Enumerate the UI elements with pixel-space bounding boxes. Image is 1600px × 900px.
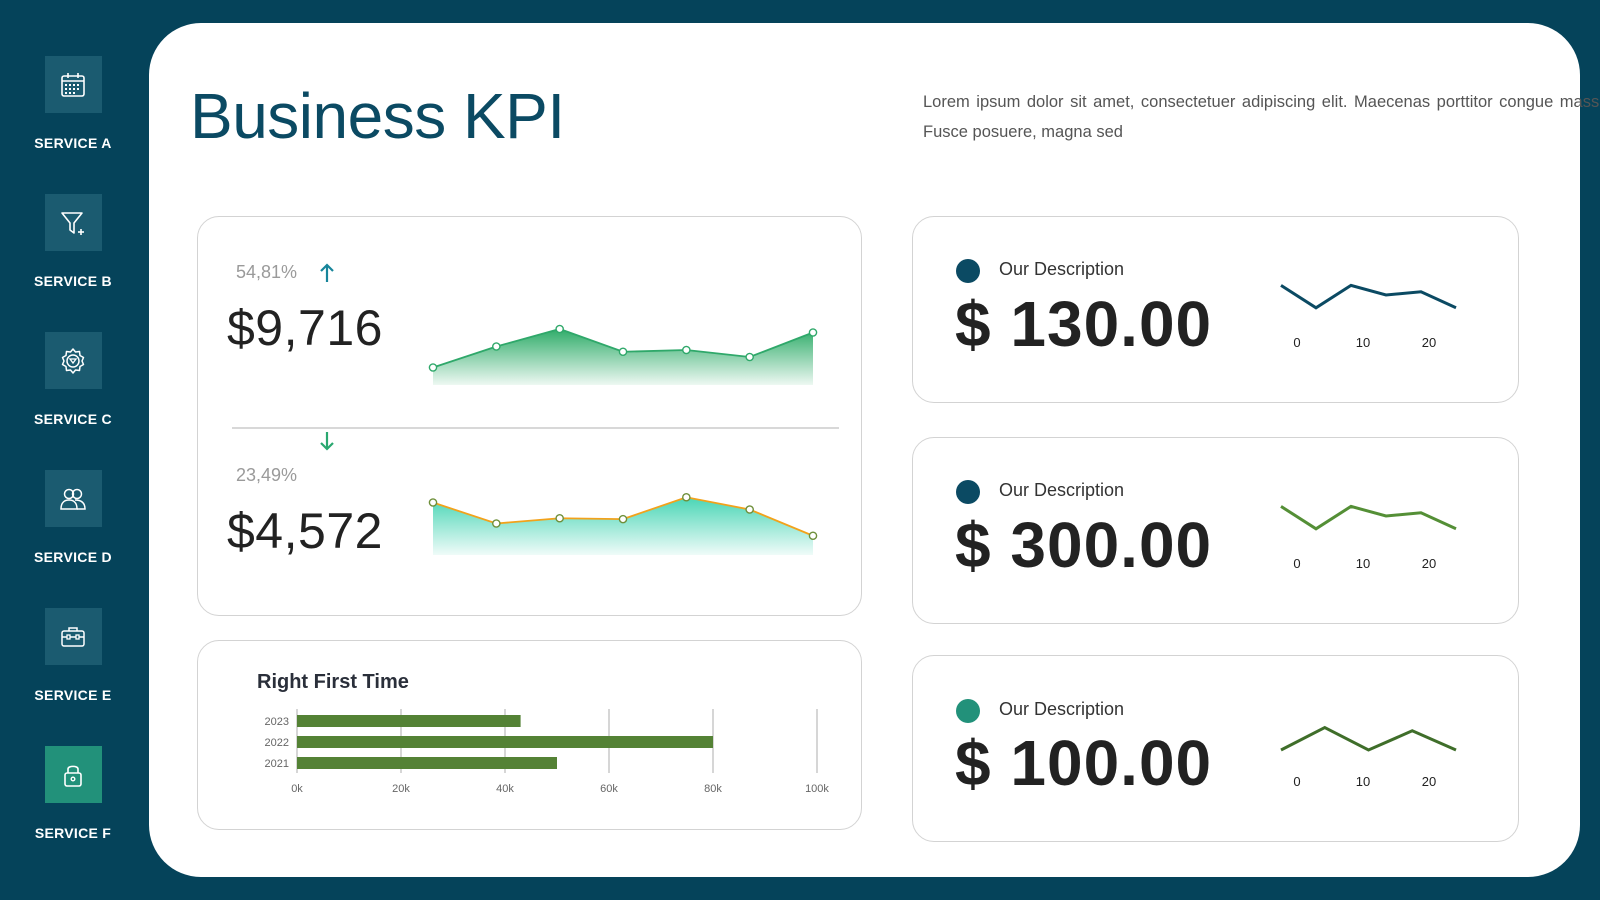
briefcase-icon: [44, 608, 102, 665]
tick-label: 10: [1356, 335, 1370, 350]
data-point: [492, 519, 501, 528]
kpi-card-3: Our Description $ 100.00 0 10 20: [912, 655, 1519, 842]
data-point: [682, 345, 691, 355]
data-point: [682, 492, 691, 502]
tick-label: 10: [1356, 774, 1370, 789]
metrics-card: 54,81% $9,716 23,49% $4,572: [197, 216, 862, 616]
funnel-icon: [44, 194, 102, 251]
sparkline-3: 0 10 20: [1280, 725, 1457, 789]
tick-label: 100k: [805, 783, 829, 795]
data-point: [555, 324, 564, 334]
divider: [232, 427, 839, 429]
kpi-value: $ 100.00: [955, 727, 1213, 799]
service-label: SERVICE B: [34, 273, 112, 289]
metric-value: $9,716: [227, 300, 383, 356]
service-f[interactable]: SERVICE F: [0, 746, 146, 841]
data-point: [808, 328, 818, 337]
tick-label: 10: [1356, 556, 1370, 571]
metric-percent: 54,81%: [236, 262, 298, 282]
sparkline-1: 0 10 20: [1280, 283, 1457, 350]
sparkline: [1280, 725, 1457, 752]
tick-label: 0: [1293, 335, 1300, 350]
service-c[interactable]: SERVICE C: [0, 332, 146, 427]
service-label: SERVICE C: [34, 411, 112, 427]
service-label: SERVICE D: [34, 549, 112, 565]
lock-icon: [44, 746, 102, 803]
sparkline: [1280, 283, 1457, 310]
metric-value: $4,572: [227, 503, 383, 559]
category-label: 2022: [265, 737, 289, 749]
calendar-icon: [44, 56, 102, 113]
metric-percent: 23,49%: [236, 465, 298, 485]
bar: [297, 757, 557, 769]
service-b[interactable]: SERVICE B: [0, 194, 146, 289]
tick-label: 20k: [392, 783, 410, 795]
kpi-description: Our Description: [999, 259, 1125, 279]
sparkline-2: 0 10 20: [1280, 504, 1457, 571]
tick-label: 60k: [600, 783, 618, 795]
data-point: [428, 498, 438, 507]
area-fill: [433, 497, 813, 555]
arrow-up-icon: [320, 263, 334, 282]
kpi-card-2: Our Description $ 300.00 0 10 20: [912, 437, 1519, 624]
gear-icon: [44, 332, 102, 389]
area-chart-1: [428, 324, 818, 385]
kpi-value: $ 130.00: [955, 288, 1213, 360]
service-label: SERVICE E: [34, 687, 112, 703]
users-icon: [44, 470, 102, 527]
data-point: [618, 514, 628, 524]
service-d[interactable]: SERVICE D: [0, 470, 146, 565]
tick-label: 20: [1422, 774, 1436, 789]
kpi-card-1: Our Description $ 130.00 0 10 20: [912, 216, 1519, 403]
bar-chart-card: Right First Time 0k 20k 40k 60k 80k 100k 2023 2…: [197, 640, 862, 830]
kpi-value: $ 300.00: [955, 509, 1213, 581]
sparkline: [1280, 504, 1457, 531]
kpi-dot: [956, 259, 980, 283]
arrow-down-icon: [320, 432, 334, 451]
service-e[interactable]: SERVICE E: [0, 608, 146, 703]
bar: [297, 715, 521, 727]
header-description: Lorem ipsum dolor sit amet, consectetuer…: [923, 93, 1600, 141]
category-label: 2021: [265, 758, 289, 770]
tick-label: 20: [1422, 335, 1436, 350]
service-label: SERVICE F: [34, 825, 112, 841]
page-title: Business KPI: [190, 80, 565, 152]
data-point: [745, 352, 754, 362]
category-label: 2023: [265, 716, 289, 728]
area-chart-2: [428, 492, 818, 555]
kpi-description: Our Description: [999, 699, 1125, 719]
data-point: [745, 505, 754, 514]
tick-label: 0: [1293, 774, 1300, 789]
sidebar: SERVICE A SERVICE B SERVICE C SERVICE D …: [0, 0, 146, 900]
data-point: [618, 347, 628, 357]
tick-label: 0k: [291, 783, 303, 795]
data-point: [492, 342, 501, 351]
kpi-dot: [956, 480, 980, 504]
service-label: SERVICE A: [34, 135, 112, 151]
bar-chart: 0k 20k 40k 60k 80k 100k 2023 2022 2021: [265, 709, 829, 795]
service-a[interactable]: SERVICE A: [0, 56, 146, 151]
tick-label: 0: [1293, 556, 1300, 571]
bar: [297, 736, 713, 748]
data-point: [428, 363, 438, 372]
data-point: [808, 531, 818, 541]
tick-label: 40k: [496, 783, 514, 795]
kpi-dot: [956, 699, 980, 723]
main-panel: Business KPI Lorem ipsum dolor sit amet,…: [149, 23, 1600, 877]
chart-title: Right First Time: [257, 671, 409, 693]
area-fill: [433, 329, 813, 385]
data-point: [555, 513, 564, 523]
tick-label: 80k: [704, 783, 722, 795]
kpi-description: Our Description: [999, 480, 1125, 500]
tick-label: 20: [1422, 556, 1436, 571]
